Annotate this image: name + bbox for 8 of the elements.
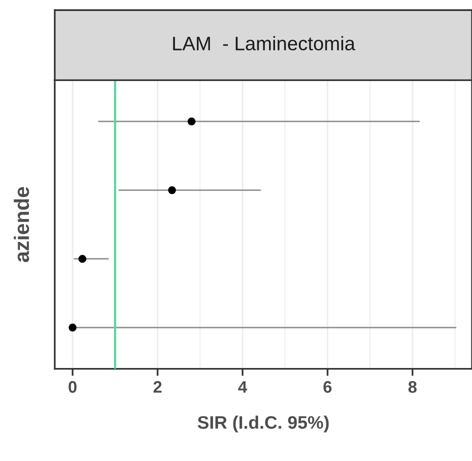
- x-tick-label: 6: [324, 381, 332, 393]
- x-axis-title: SIR (I.d.C. 95%): [198, 416, 329, 432]
- x-tick-label: 0: [68, 381, 77, 393]
- x-tick-label: 2: [154, 381, 162, 393]
- x-tick-label: 8: [408, 381, 417, 393]
- x-tick-label: 4: [238, 381, 248, 393]
- y-axis-title: aziende: [14, 187, 30, 262]
- chart-title: LAM - Laminectomia: [173, 36, 356, 50]
